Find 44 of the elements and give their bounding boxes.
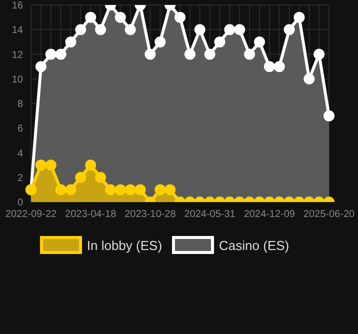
point	[174, 12, 186, 23]
y-tick-label: 14	[12, 25, 24, 36]
point	[254, 36, 265, 48]
point	[45, 48, 56, 60]
point	[224, 24, 236, 36]
x-tick-label: 2023-10-28	[124, 209, 176, 220]
y-tick-label: 16	[12, 0, 24, 12]
point	[144, 48, 156, 60]
y-tick-label: 2	[17, 172, 24, 184]
point	[304, 73, 315, 84]
point	[184, 48, 196, 60]
y-tick-label: 12	[12, 50, 24, 61]
point	[314, 48, 325, 60]
y-tick-label: 0	[17, 198, 24, 209]
point	[264, 61, 275, 72]
point	[194, 24, 206, 36]
point	[214, 36, 226, 48]
legend-label: In lobby (ES)	[86, 238, 162, 252]
point	[85, 12, 96, 23]
point	[35, 61, 46, 72]
point	[154, 36, 166, 48]
legend-label: Casino (ES)	[219, 238, 290, 252]
point	[274, 61, 285, 72]
point	[324, 110, 334, 122]
point	[124, 24, 136, 36]
point	[284, 24, 295, 36]
point	[244, 48, 256, 60]
x-tick-label: 2023-04-18	[65, 209, 117, 220]
x-tick-label: 2025-06-20	[303, 209, 356, 220]
y-tick-label: 4	[17, 148, 24, 160]
x-tick-label: 2022-09-22	[5, 209, 58, 220]
point	[65, 36, 76, 48]
point	[234, 24, 246, 36]
point	[55, 48, 66, 60]
y-tick-label: 6	[17, 124, 24, 135]
point	[95, 24, 106, 36]
point	[204, 48, 216, 60]
x-tick-label: 2024-12-09	[244, 209, 296, 220]
point	[114, 12, 126, 23]
x-tick-label: 2024-05-31	[184, 209, 236, 220]
y-tick-label: 8	[17, 99, 24, 110]
point	[75, 24, 86, 36]
y-tick-label: 10	[12, 74, 24, 86]
point	[294, 12, 305, 23]
